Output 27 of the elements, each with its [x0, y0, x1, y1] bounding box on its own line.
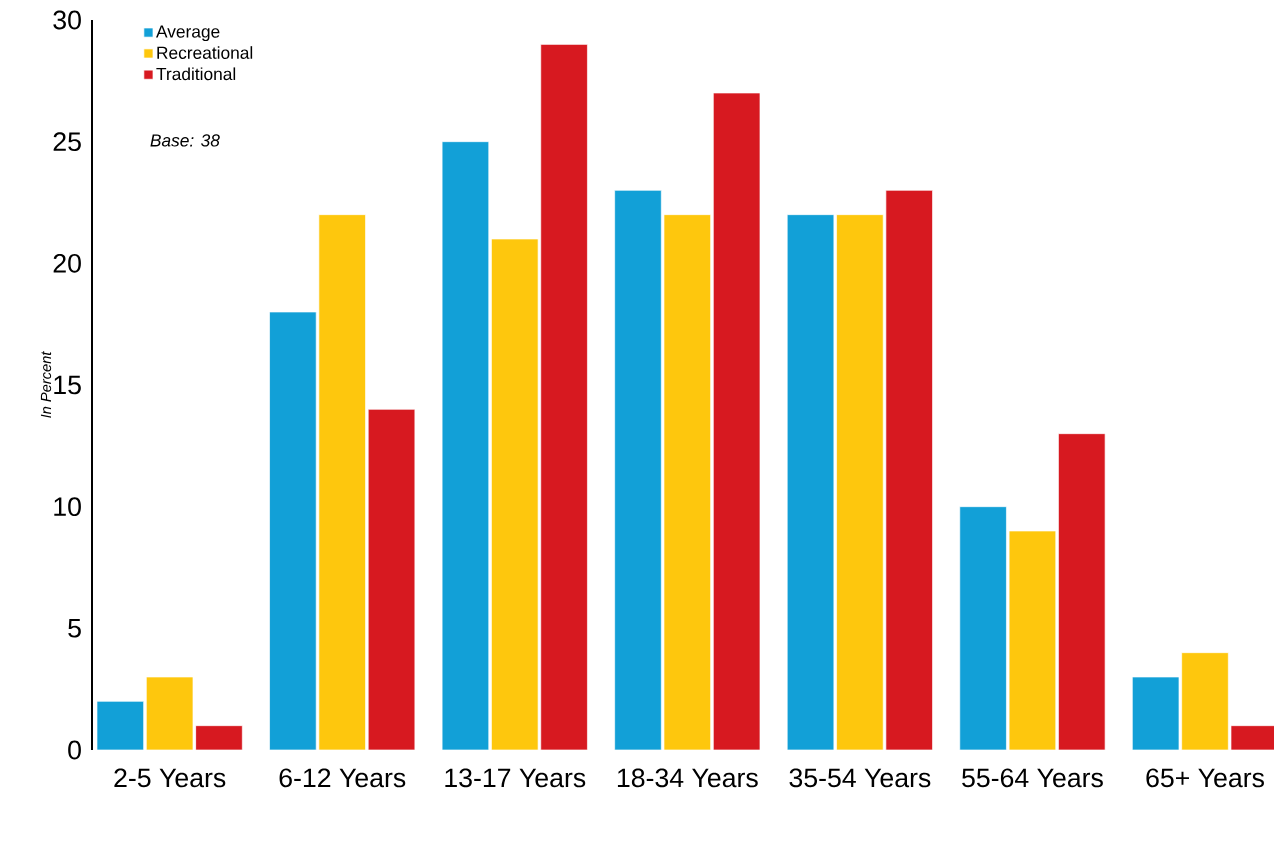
annotation: Base: 38 [150, 134, 220, 147]
bar [885, 189, 933, 751]
bar [540, 43, 588, 751]
y-tick-label: 20 [53, 253, 81, 273]
x-tick-label: 2-5 Years [114, 768, 226, 788]
bar [712, 92, 761, 751]
y-tick-label: 25 [53, 132, 81, 152]
legend-label: Average [156, 25, 220, 42]
y-axis-title: In Percent [40, 351, 52, 418]
x-tick-label: 13-17 Years [445, 768, 586, 788]
y-tick-label: 0 [68, 740, 81, 760]
y-tick-label: 15 [54, 375, 81, 395]
x-tick-label: 18-34 Years [617, 768, 758, 788]
bar [96, 700, 144, 751]
y-tick-label: 30 [53, 10, 81, 30]
bar [1058, 433, 1106, 751]
x-tick-label: 6-12 Years [279, 768, 406, 788]
legend-label: Recreational [157, 46, 253, 59]
bar [195, 725, 243, 751]
x-tick-label: 55-64 Years [962, 768, 1103, 788]
bar [367, 408, 416, 751]
bar [441, 141, 490, 751]
y-tick-label: 5 [68, 619, 81, 638]
legend-label: Traditional [156, 67, 236, 81]
x-tick-label: 35-54 Years [789, 768, 931, 788]
y-tick-label: 10 [54, 497, 81, 517]
x-tick-label: 65+ Years [1146, 768, 1264, 788]
